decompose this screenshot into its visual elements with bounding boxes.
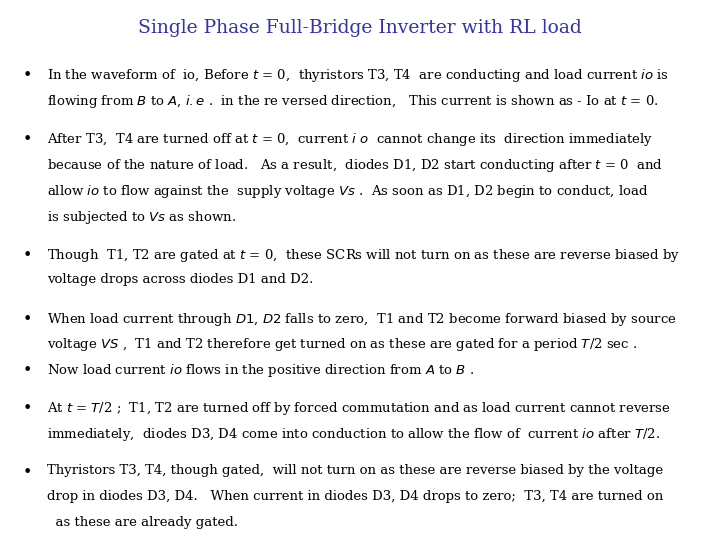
Text: Single Phase Full-Bridge Inverter with RL load: Single Phase Full-Bridge Inverter with R… bbox=[138, 19, 582, 37]
Text: drop in diodes D3, D4.   When current in diodes D3, D4 drops to zero;  T3, T4 ar: drop in diodes D3, D4. When current in d… bbox=[47, 490, 663, 503]
Text: is subjected to $Vs$ as shown.: is subjected to $Vs$ as shown. bbox=[47, 209, 236, 226]
Text: because of the nature of load.   As a result,  diodes D1, D2 start conducting af: because of the nature of load. As a resu… bbox=[47, 157, 663, 174]
Text: •: • bbox=[22, 247, 32, 264]
Text: •: • bbox=[22, 131, 32, 148]
Text: In the waveform of  io, Before $t$ = 0,  thyristors T3, T4  are conducting and l: In the waveform of io, Before $t$ = 0, t… bbox=[47, 68, 669, 84]
Text: Now load current $io$ flows in the positive direction from $A$ to $B$ .: Now load current $io$ flows in the posit… bbox=[47, 362, 474, 379]
Text: When load current through $D1$, $D2$ falls to zero,  T1 and T2 become forward bi: When load current through $D1$, $D2$ fal… bbox=[47, 310, 677, 327]
Text: voltage $VS$ ,  T1 and T2 therefore get turned on as these are gated for a perio: voltage $VS$ , T1 and T2 therefore get t… bbox=[47, 336, 637, 353]
Text: as these are already gated.: as these are already gated. bbox=[47, 516, 238, 529]
Text: •: • bbox=[22, 362, 32, 379]
Text: •: • bbox=[22, 400, 32, 417]
Text: Thyristors T3, T4, though gated,  will not turn on as these are reverse biased b: Thyristors T3, T4, though gated, will no… bbox=[47, 464, 663, 477]
Text: •: • bbox=[22, 310, 32, 327]
Text: voltage drops across diodes D1 and D2.: voltage drops across diodes D1 and D2. bbox=[47, 273, 313, 286]
Text: flowing from $B$ to $A$, $i.e$ .  in the re versed direction,   This current is : flowing from $B$ to $A$, $i.e$ . in the … bbox=[47, 93, 658, 110]
Text: After T3,  T4 are turned off at $t$ = 0,  current $i$ $o$  cannot change its  di: After T3, T4 are turned off at $t$ = 0, … bbox=[47, 131, 653, 148]
Text: At $t$ = $T$/2 ;  T1, T2 are turned off by forced commutation and as load curren: At $t$ = $T$/2 ; T1, T2 are turned off b… bbox=[47, 400, 670, 417]
Text: allow $io$ to flow against the  supply voltage $Vs$ .  As soon as D1, D2 begin t: allow $io$ to flow against the supply vo… bbox=[47, 183, 648, 200]
Text: •: • bbox=[22, 464, 32, 481]
Text: immediately,  diodes D3, D4 come into conduction to allow the flow of  current $: immediately, diodes D3, D4 come into con… bbox=[47, 426, 660, 443]
Text: Though  T1, T2 are gated at $t$ = 0,  these SCRs will not turn on as these are r: Though T1, T2 are gated at $t$ = 0, thes… bbox=[47, 247, 680, 264]
Text: •: • bbox=[22, 68, 32, 84]
